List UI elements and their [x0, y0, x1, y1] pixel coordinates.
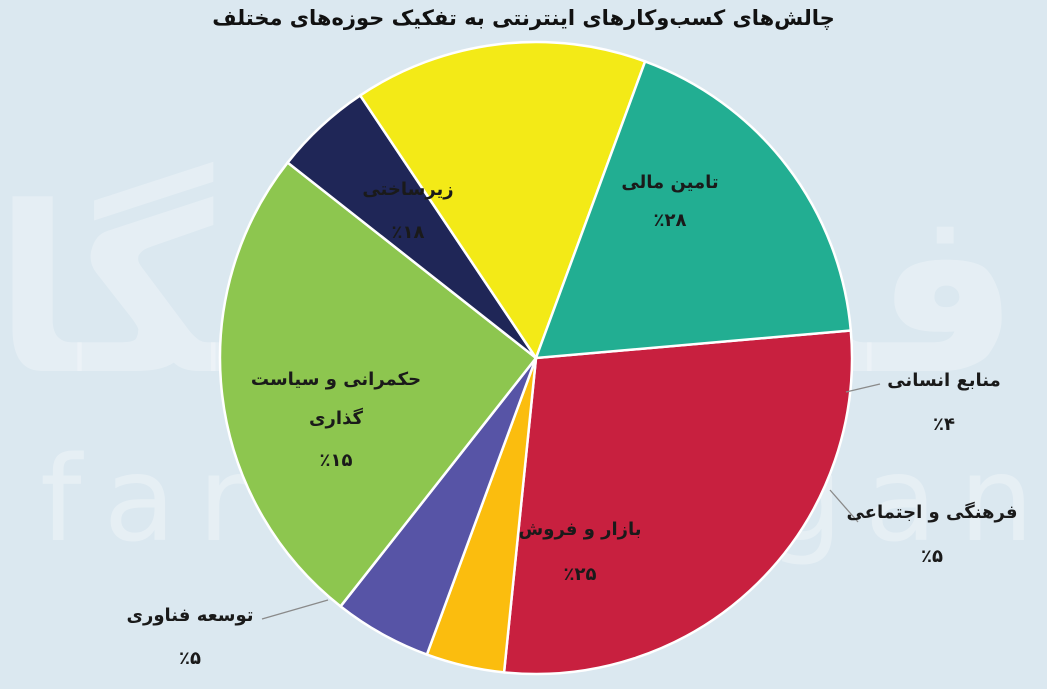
slice-value-label: ٪۵: [179, 648, 201, 669]
leader-line: [845, 383, 881, 393]
slice-label: منابع انسانی: [887, 370, 1001, 391]
slice-label: بازار و فروش: [518, 519, 641, 540]
slice-label: فرهنگی و اجتماعی: [846, 501, 1017, 523]
pie-slice: [502, 329, 854, 676]
slice-value-label: ٪۲۵: [564, 564, 597, 585]
slice-value-label: ٪۲۸: [654, 210, 687, 231]
slice-value-label: ٪۱۵: [320, 450, 353, 471]
slice-label: زیرساختی: [362, 179, 453, 200]
chart-title: چالش‌های کسب‌وکارهای اینترنتی به تفکیک ح…: [212, 6, 835, 30]
slice-label: توسعه فناوری: [126, 605, 253, 626]
pie-slice: [218, 160, 538, 609]
leader-line: [829, 489, 859, 523]
slice-value-label: ٪۴: [933, 414, 955, 435]
slice-label: تامین مالی: [621, 172, 718, 193]
slice-value-label: ٪۱۸: [392, 222, 425, 243]
slice-label: گذاری: [309, 407, 363, 429]
pie-slice: [358, 40, 647, 361]
slice-label: حکمرانی و سیاست: [251, 369, 421, 390]
pie-slice: [534, 59, 853, 360]
slice-value-label: ٪۵: [921, 546, 943, 567]
leader-line: [261, 599, 329, 620]
